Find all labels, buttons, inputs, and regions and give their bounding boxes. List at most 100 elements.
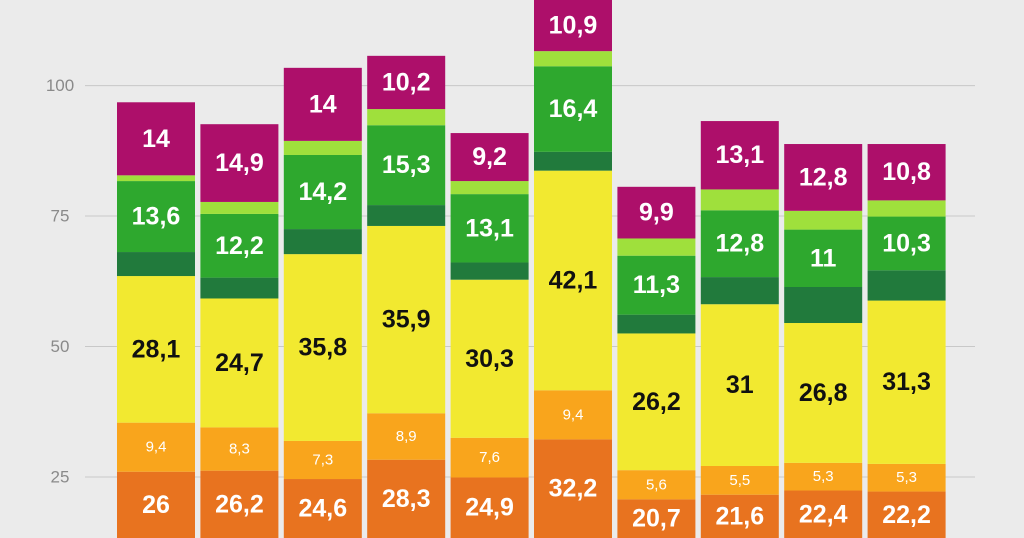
bar-segment [867, 300, 946, 464]
value-label: 9,4 [563, 406, 584, 423]
bar-segment [450, 133, 529, 182]
value-label: 26,2 [632, 388, 681, 416]
bar-segment [283, 440, 362, 480]
value-label: 8,9 [396, 428, 417, 445]
value-label: 42,1 [549, 266, 598, 294]
value-label: 31,3 [882, 368, 931, 396]
bar-segment [534, 390, 612, 440]
bar-segment [534, 151, 612, 171]
bar-segment [617, 470, 696, 500]
bar-segment [784, 287, 863, 324]
bar-segment [784, 144, 863, 211]
bar-segment [117, 471, 195, 538]
value-label: 11 [810, 244, 837, 272]
bar-segment [283, 154, 362, 230]
value-label: 14,9 [215, 149, 264, 177]
bar-segment [283, 67, 362, 141]
bar-segment [534, 170, 612, 391]
value-label: 22,4 [799, 500, 848, 528]
y-tick-label: 25 [51, 467, 70, 486]
value-label: 7,3 [312, 451, 333, 468]
y-tick-label: 75 [51, 207, 70, 226]
value-label: 31 [726, 371, 754, 399]
bar-segment [784, 229, 863, 288]
bar-segment [450, 437, 529, 478]
bar-segment [784, 462, 863, 491]
bar-segment [617, 255, 696, 315]
bar-segment [367, 225, 446, 414]
value-label: 12,8 [799, 163, 848, 191]
value-label: 14 [309, 90, 337, 118]
value-label: 9,4 [146, 439, 167, 456]
bar-segment [534, 51, 612, 67]
bar-segment [367, 205, 446, 226]
bar-segment [450, 194, 529, 263]
bar-segment [700, 494, 779, 538]
bar-segment [283, 479, 362, 538]
bar-segment [450, 279, 529, 438]
bar-segment [617, 333, 696, 471]
bar-segment [700, 304, 779, 466]
bar-segment [867, 200, 946, 217]
bar-segment [867, 491, 946, 538]
bar-segment [617, 314, 696, 334]
value-label: 24,7 [215, 349, 264, 377]
bar-segment [200, 427, 279, 471]
bar-segment [283, 140, 362, 155]
bar-segment [117, 252, 195, 277]
value-label: 26 [142, 491, 170, 519]
bar-segment [450, 181, 529, 195]
bar-segment [784, 490, 863, 538]
bar-segment [367, 55, 446, 110]
bar-segment [700, 277, 779, 305]
bar-segment [450, 262, 529, 280]
value-label: 12,8 [715, 230, 764, 258]
value-label: 11,3 [633, 271, 680, 299]
bar-segment [450, 477, 529, 538]
value-label: 16,4 [549, 95, 598, 123]
value-label: 5,3 [813, 468, 834, 485]
bar-segment [784, 210, 863, 230]
bar-segment [867, 216, 946, 271]
value-label: 21,6 [715, 502, 764, 530]
bar-segment [700, 121, 779, 190]
bar-segment [200, 470, 279, 538]
bar-segment [617, 186, 696, 239]
value-label: 30,3 [465, 345, 514, 373]
value-label: 10,8 [882, 158, 931, 186]
bar-segment [700, 210, 779, 278]
value-label: 28,3 [382, 485, 431, 513]
bar-segment [867, 270, 946, 301]
bar-segment [283, 229, 362, 255]
bar-segment [117, 175, 195, 182]
bar-segment [367, 413, 446, 460]
value-label: 5,3 [896, 469, 917, 486]
value-label: 24,9 [465, 494, 514, 522]
bar-segment [617, 499, 696, 538]
y-tick-label: 100 [46, 76, 74, 95]
value-label: 32,2 [549, 475, 598, 503]
value-label: 12,2 [215, 232, 264, 260]
bar-segment [617, 238, 696, 256]
bar-segment [117, 102, 195, 176]
bar-segment [367, 109, 446, 126]
value-label: 35,9 [382, 306, 431, 334]
bar-segment [867, 463, 946, 492]
bar-segment [200, 298, 279, 428]
value-label: 20,7 [632, 505, 681, 533]
value-label: 15,3 [382, 151, 431, 179]
bar-segment [784, 323, 863, 463]
bar-segment [200, 201, 279, 214]
bar-segment [117, 181, 195, 253]
value-label: 28,1 [132, 335, 181, 363]
bar-segment [367, 125, 446, 206]
bar-segment [867, 144, 946, 201]
value-label: 13,1 [715, 141, 764, 169]
value-label: 22,2 [882, 501, 931, 529]
value-label: 14 [142, 125, 170, 153]
y-tick-label: 50 [51, 337, 70, 356]
value-label: 26,2 [215, 490, 264, 518]
bar-segment [700, 465, 779, 495]
value-label: 24,6 [298, 495, 347, 523]
